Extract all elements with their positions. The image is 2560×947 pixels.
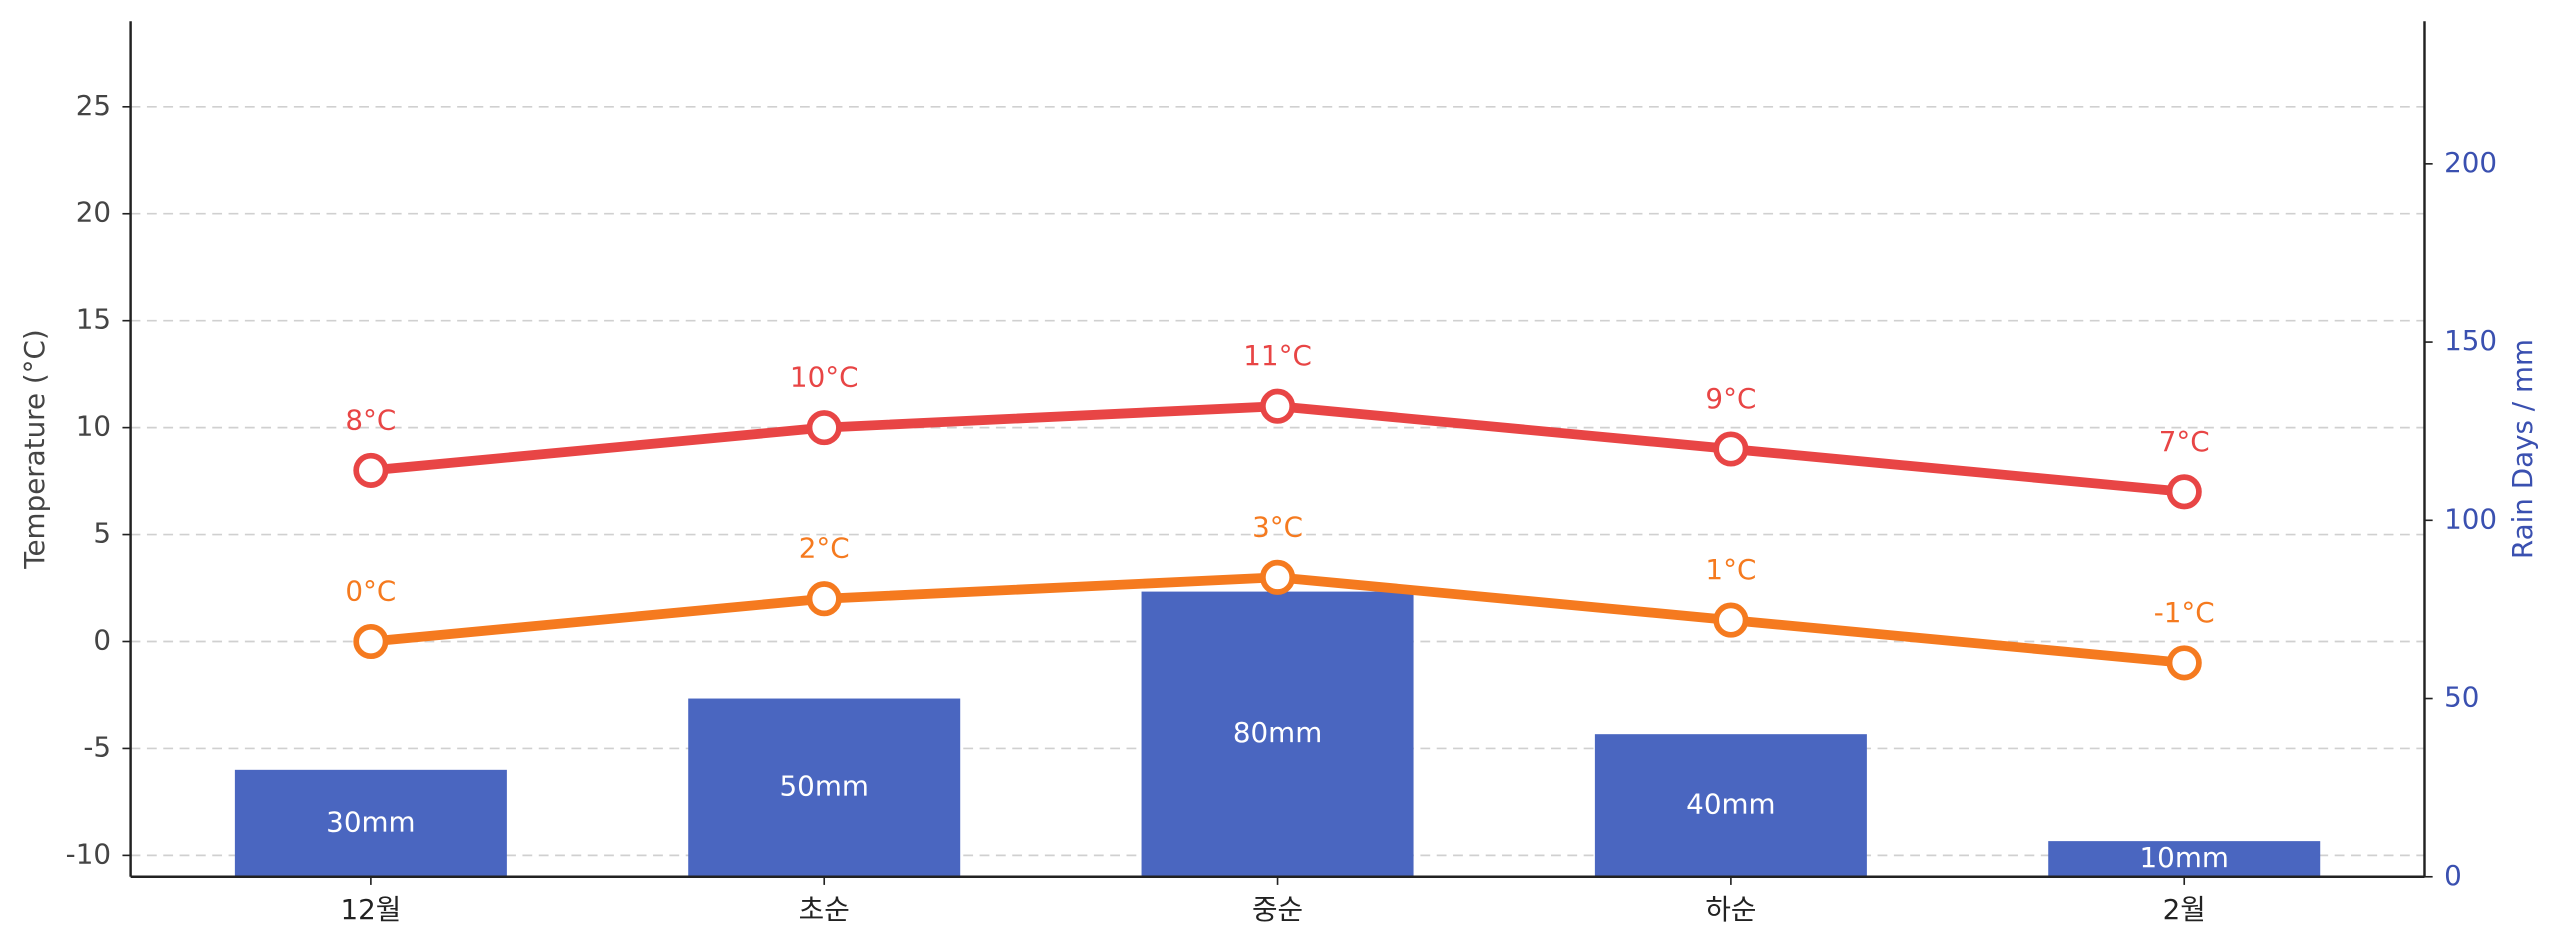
bar-label: 80mm — [1233, 716, 1322, 749]
point-label: 3°C — [1252, 510, 1303, 543]
y-axis-label: Temperature (°C) — [18, 329, 51, 570]
y2-axis-label: Rain Days / mm — [2506, 339, 2539, 559]
point-label: 10°C — [790, 361, 859, 394]
y-tick-label: 25 — [76, 89, 111, 122]
bar — [2048, 841, 2321, 877]
marker — [806, 410, 842, 446]
y-tick-label: 15 — [76, 303, 111, 336]
point-label: 8°C — [345, 403, 396, 436]
y2-tick-label: 100 — [2444, 502, 2497, 535]
bar — [688, 698, 961, 877]
bar — [1141, 591, 1414, 877]
y-tick-label: 20 — [76, 196, 111, 229]
marker — [1713, 602, 1749, 638]
point-label: 0°C — [345, 575, 396, 608]
point-label: 2°C — [799, 532, 850, 565]
bar-label: 50mm — [780, 770, 869, 803]
x-tick-label: 중순 — [1252, 893, 1303, 926]
marker — [1260, 388, 1296, 424]
y-tick-label: -5 — [83, 730, 111, 763]
point-label: 9°C — [1705, 382, 1756, 415]
y-tick-label: 10 — [76, 410, 111, 443]
y-tick-label: 0 — [93, 624, 111, 657]
marker — [353, 623, 389, 660]
bar-label: 40mm — [1686, 787, 1775, 820]
y2-tick-label: 200 — [2444, 146, 2497, 179]
bar — [234, 769, 507, 877]
marker — [1713, 431, 1749, 467]
marker — [2166, 474, 2202, 510]
y2-tick-label: 50 — [2444, 681, 2479, 714]
bar-label: 30mm — [326, 805, 415, 838]
x-tick-label: 초순 — [799, 893, 850, 926]
y2-tick-label: 0 — [2444, 859, 2462, 892]
point-label: -1°C — [2154, 596, 2215, 629]
x-tick-label: 2월 — [2163, 893, 2206, 926]
x-tick-label: 하순 — [1705, 893, 1756, 926]
y2-tick-label: 150 — [2444, 324, 2497, 357]
marker — [806, 581, 842, 617]
point-label: 11°C — [1243, 339, 1312, 372]
y-tick-label: 5 — [93, 517, 111, 550]
bar-label: 10mm — [2140, 841, 2229, 874]
marker — [1260, 559, 1296, 595]
x-tick-label: 12월 — [340, 893, 401, 926]
marker — [2166, 645, 2202, 681]
bar — [1594, 734, 1867, 877]
y-tick-label: -10 — [66, 837, 111, 870]
point-label: 7°C — [2159, 425, 2210, 458]
marker — [353, 452, 389, 488]
point-label: 1°C — [1705, 553, 1756, 586]
